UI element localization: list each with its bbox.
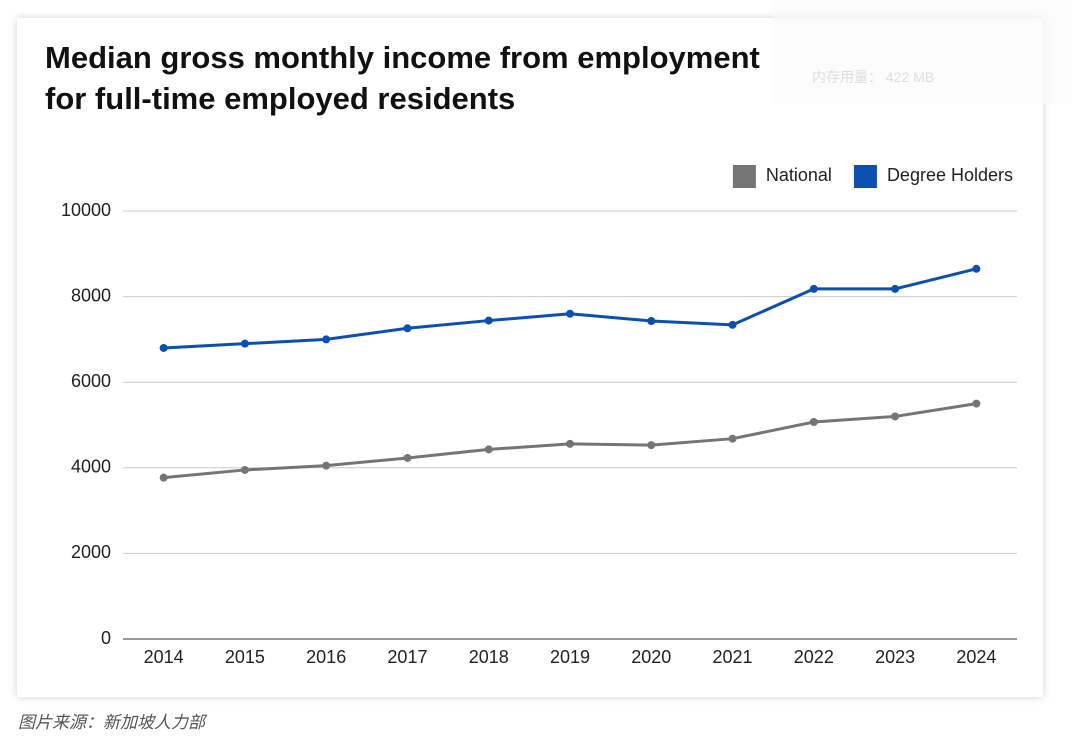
point: [972, 264, 981, 273]
point: [484, 316, 493, 325]
x-tick-label: 2015: [225, 647, 265, 667]
point: [322, 335, 331, 344]
y-tick-label: 2000: [71, 542, 111, 562]
point: [240, 465, 249, 474]
point: [159, 343, 168, 352]
point: [159, 473, 168, 482]
point: [240, 339, 249, 348]
x-tick-label: 2022: [794, 647, 834, 667]
x-tick-label: 2024: [956, 647, 996, 667]
legend-swatch: [853, 165, 877, 188]
x-tick-label: 2017: [387, 647, 427, 667]
y-tick-label: 8000: [71, 285, 111, 305]
x-tick-label: 2016: [306, 647, 346, 667]
point: [972, 399, 981, 408]
y-tick-label: 0: [101, 628, 111, 648]
y-tick-label: 10000: [61, 200, 111, 220]
memory-overlay: 内存用量： 422 MB: [772, 0, 1072, 104]
series-line: [163, 267, 977, 350]
chart-title-line: Median gross monthly income from employm…: [45, 40, 760, 75]
point: [809, 284, 818, 293]
x-tick-label: 2019: [550, 647, 590, 667]
x-tick-label: 2023: [875, 647, 915, 667]
point: [566, 439, 574, 448]
point: [403, 324, 412, 333]
point: [728, 434, 737, 443]
x-tick-label: 2018: [469, 647, 509, 667]
y-tick-label: 4000: [71, 457, 111, 477]
point: [484, 445, 493, 454]
x-tick-label: 2020: [631, 647, 671, 667]
point: [809, 418, 818, 427]
point: [322, 461, 331, 470]
point: [647, 441, 656, 450]
card: [17, 18, 1043, 697]
x-tick-label: 2014: [144, 647, 184, 667]
point: [891, 284, 900, 293]
y-tick-label: 6000: [71, 371, 111, 391]
legend-label: National: [766, 165, 832, 185]
point: [891, 412, 900, 421]
legend-label: Degree Holders: [887, 165, 1013, 185]
point: [566, 309, 574, 318]
caption: 图片来源：新加坡人力部: [18, 713, 205, 733]
point: [728, 320, 737, 329]
point: [403, 453, 412, 462]
x-tick-label: 2021: [713, 647, 753, 667]
chart-title-line: for full-time employed residents: [45, 81, 515, 116]
point: [647, 316, 656, 325]
legend-swatch: [732, 165, 756, 188]
